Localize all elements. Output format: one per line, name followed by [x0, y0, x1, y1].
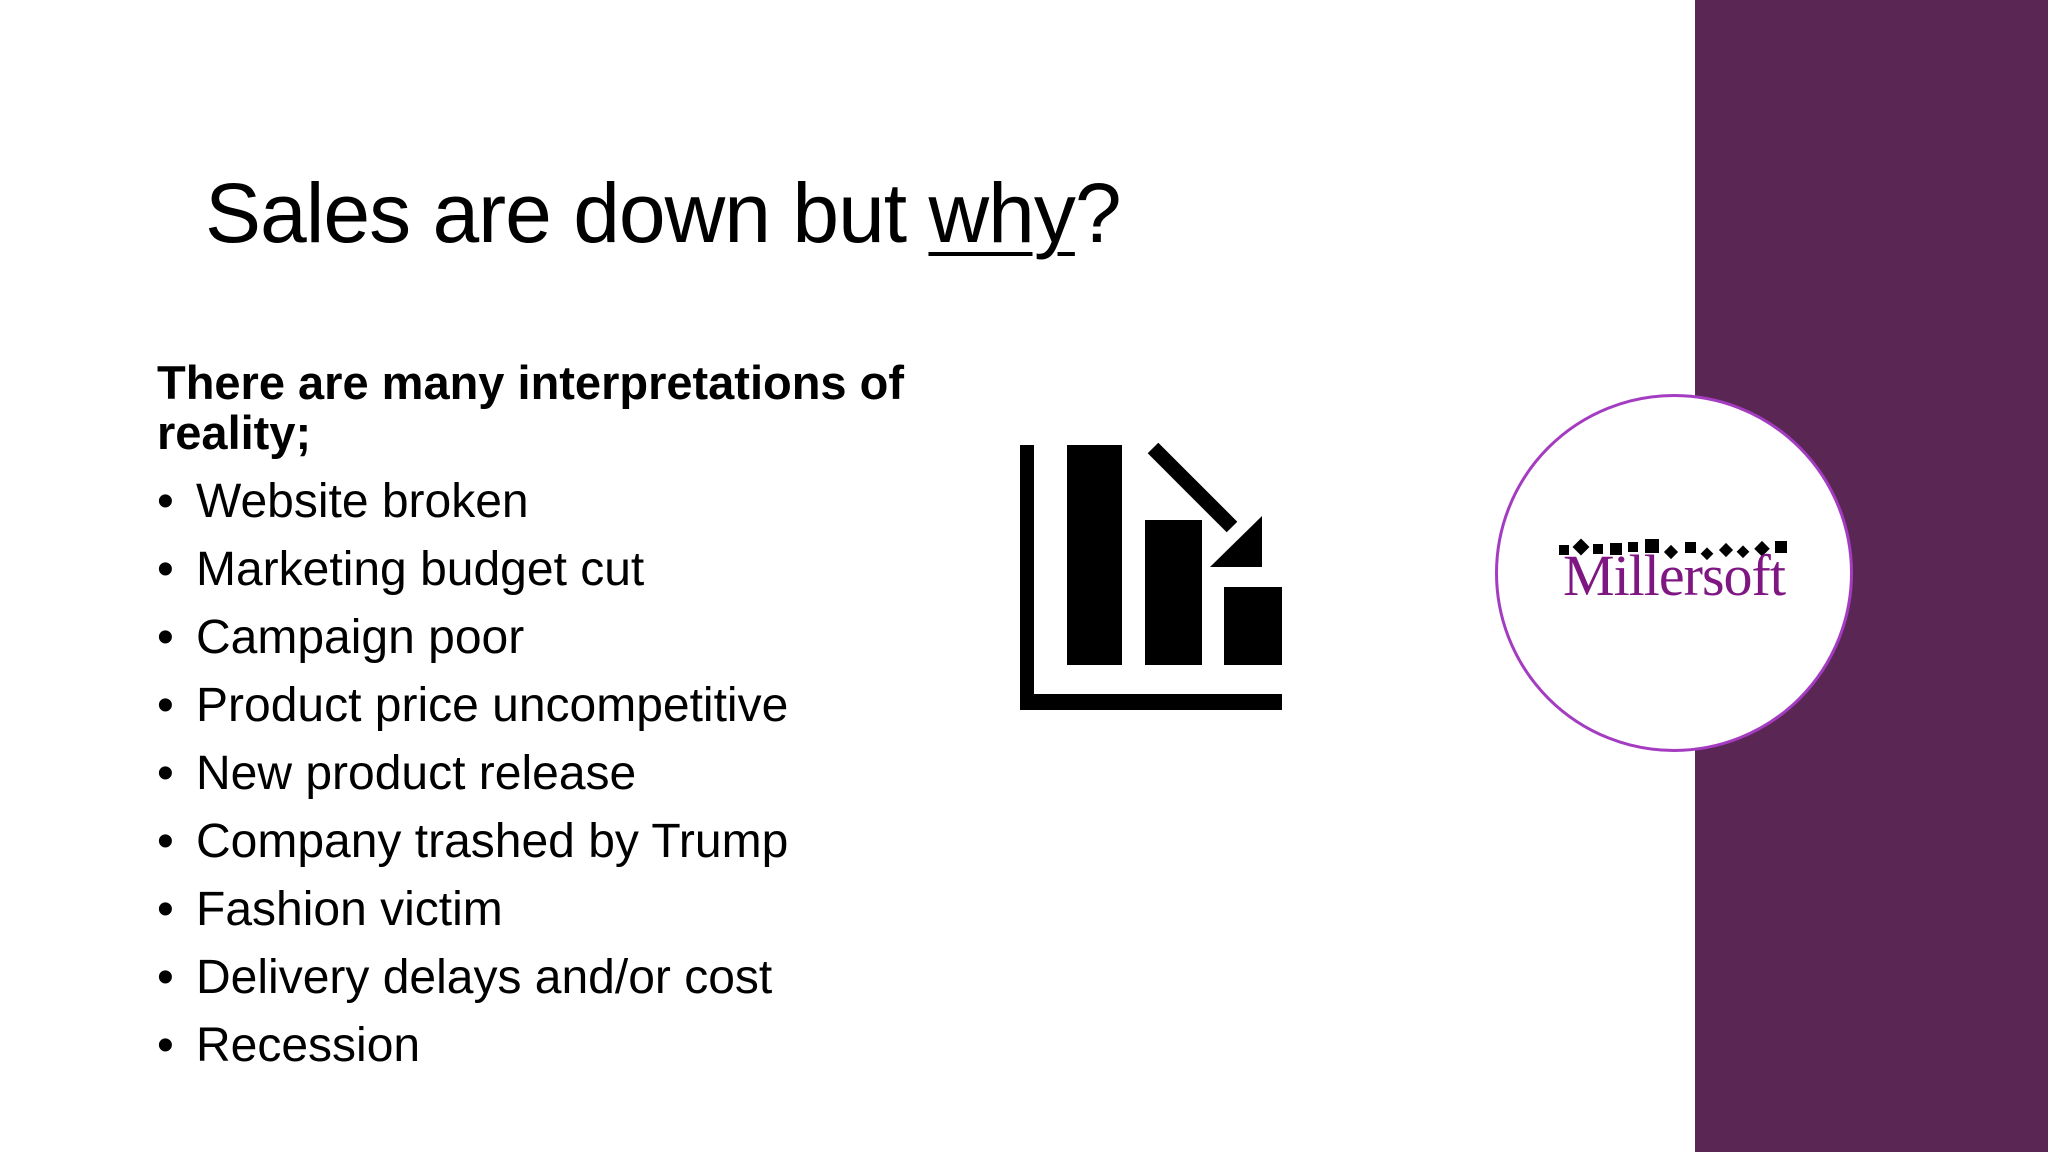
- logo-wordmark: Millersoft: [1563, 543, 1786, 608]
- reason-item: Recession: [157, 1012, 977, 1080]
- reason-item: Website broken: [157, 468, 977, 536]
- reason-item: Product price uncompetitive: [157, 672, 977, 740]
- reason-item: Company trashed by Trump: [157, 808, 977, 876]
- reason-item: Campaign poor: [157, 604, 977, 672]
- reason-item: Fashion victim: [157, 876, 977, 944]
- title-suffix: ?: [1074, 166, 1122, 260]
- sales-decline-chart-icon: [1020, 442, 1282, 710]
- reason-item: Marketing budget cut: [157, 536, 977, 604]
- slide-title: Sales are down but why?: [205, 165, 1122, 262]
- reasons-list: Website broken Marketing budget cut Camp…: [157, 468, 977, 1080]
- company-logo: Millersoft: [1495, 394, 1853, 752]
- logo-squares-icon: [1559, 538, 1787, 561]
- intro-text: There are many interpretations of realit…: [157, 356, 904, 459]
- reason-item: New product release: [157, 740, 977, 808]
- reason-item: Delivery delays and/or cost: [157, 944, 977, 1012]
- title-prefix: Sales are down but: [205, 166, 929, 260]
- title-emphasis: why: [928, 166, 1075, 260]
- slide-body: There are many interpretations of realit…: [157, 356, 977, 1081]
